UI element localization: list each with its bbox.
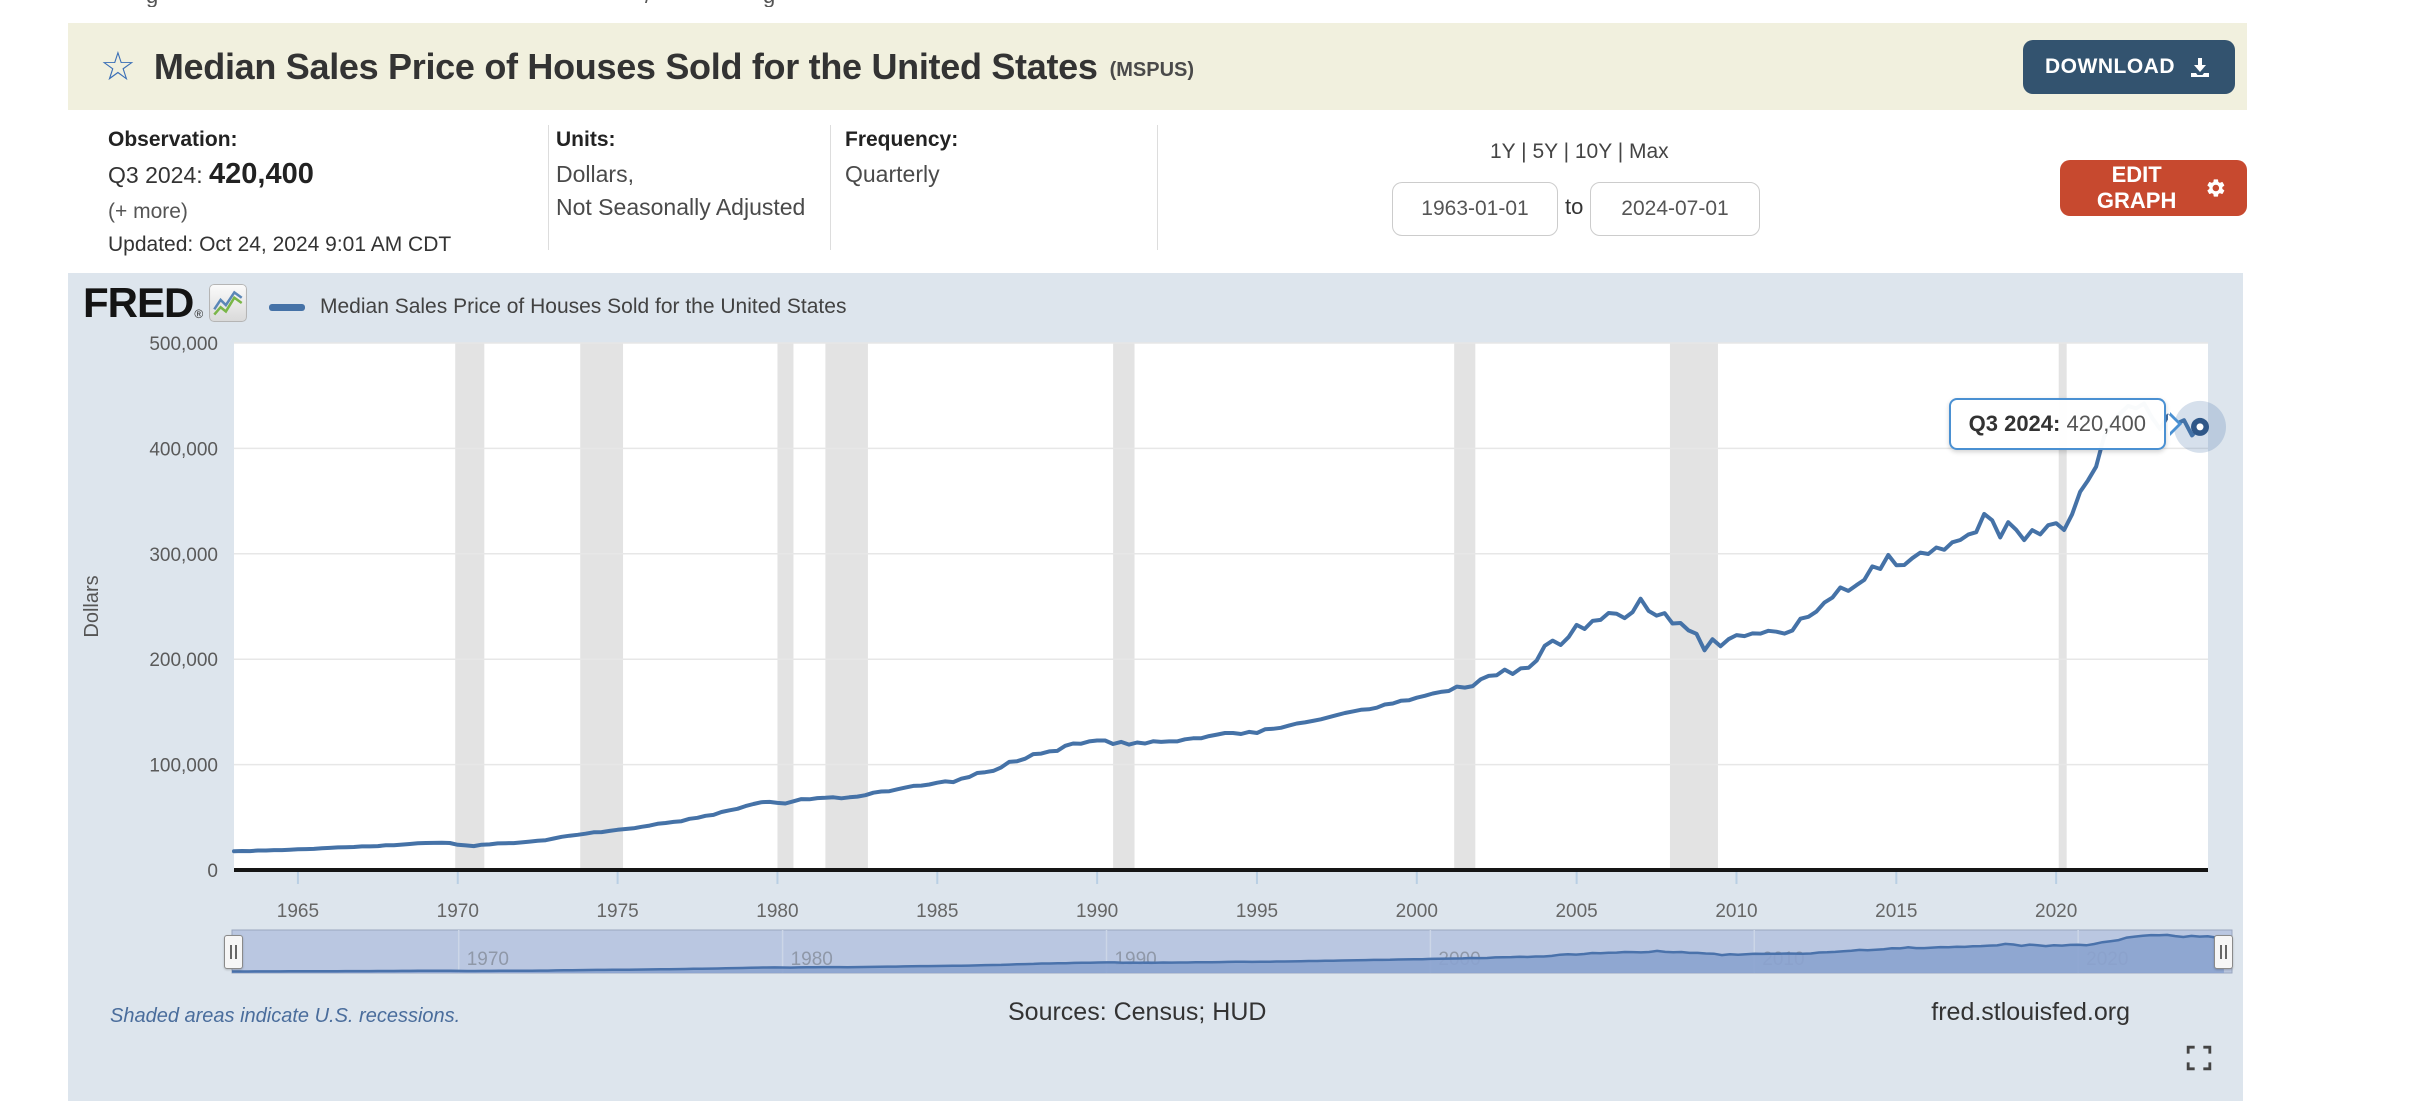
legend: Median Sales Price of Houses Sold for th… bbox=[269, 295, 846, 319]
legend-label: Median Sales Price of Houses Sold for th… bbox=[320, 295, 847, 318]
clipped-glyph: g bbox=[763, 0, 775, 7]
svg-text:1990: 1990 bbox=[1076, 901, 1118, 922]
edit-graph-button[interactable]: EDIT GRAPH bbox=[2060, 160, 2247, 216]
svg-text:1965: 1965 bbox=[277, 901, 319, 922]
svg-text:Dollars: Dollars bbox=[81, 575, 103, 637]
preset-1y[interactable]: 1Y bbox=[1490, 140, 1516, 163]
download-button-label: DOWNLOAD bbox=[2045, 54, 2175, 78]
series-id: (MSPUS) bbox=[1109, 59, 1195, 81]
svg-text:2010: 2010 bbox=[1715, 901, 1757, 922]
svg-text:1980: 1980 bbox=[791, 949, 833, 970]
page-title: Median Sales Price of Houses Sold for th… bbox=[153, 45, 1098, 87]
units-line2: Not Seasonally Adjusted bbox=[556, 194, 806, 220]
slider-track[interactable] bbox=[232, 930, 2232, 973]
range-presets: 1Y | 5Y | 10Y | Max bbox=[1490, 140, 1669, 164]
tooltip-value: 420,400 bbox=[2066, 410, 2147, 436]
slider-handle-right[interactable] bbox=[2214, 935, 2233, 969]
preset-separator: | bbox=[1557, 140, 1575, 163]
svg-text:1980: 1980 bbox=[756, 901, 798, 922]
recession-note: Shaded areas indicate U.S. recessions. bbox=[110, 1005, 461, 1027]
observation-label: Observation: bbox=[108, 128, 238, 151]
updated-timestamp: Updated: Oct 24, 2024 9:01 AM CDT bbox=[108, 233, 452, 256]
chart-container: FRED ® Median Sales Price of Houses Sold… bbox=[68, 273, 2243, 1101]
slider-handle-left[interactable] bbox=[224, 935, 243, 969]
observation-value: 420,400 bbox=[209, 158, 314, 190]
svg-text:200,000: 200,000 bbox=[149, 650, 218, 671]
observation-value-line: Q3 2024: 420,400 bbox=[108, 158, 451, 191]
frequency-value: Quarterly bbox=[845, 161, 940, 187]
svg-text:1970: 1970 bbox=[467, 949, 509, 970]
title-bar: ☆ Median Sales Price of Houses Sold for … bbox=[68, 23, 2247, 110]
download-icon bbox=[2191, 57, 2209, 77]
more-observations-link[interactable]: (+ more) bbox=[108, 200, 188, 223]
clipped-breadcrumb: g / g bbox=[0, 0, 2409, 7]
chart-plot[interactable]: 0 100,000 200,000 300,000 400,000 500,000 1965… bbox=[68, 273, 2243, 1101]
site-link[interactable]: fred.stlouisfed.org bbox=[1931, 998, 2130, 1026]
gear-icon bbox=[2207, 179, 2225, 197]
svg-text:300,000: 300,000 bbox=[149, 545, 218, 566]
favorite-star-icon[interactable]: ☆ bbox=[100, 44, 136, 89]
preset-10y[interactable]: 10Y bbox=[1574, 140, 1612, 163]
units-label: Units: bbox=[556, 128, 616, 151]
svg-text:400,000: 400,000 bbox=[149, 439, 218, 460]
series-meta-strip: Observation: Q3 2024: 420,400 (+ more) U… bbox=[68, 110, 2247, 273]
divider bbox=[830, 125, 831, 250]
svg-text:2000: 2000 bbox=[1396, 901, 1438, 922]
svg-text:2005: 2005 bbox=[1555, 901, 1597, 922]
start-date-input[interactable] bbox=[1392, 182, 1558, 236]
clipped-glyph: g bbox=[146, 0, 158, 7]
data-tooltip: Q3 2024: 420,400 bbox=[1948, 397, 2183, 450]
frequency-label: Frequency: bbox=[845, 128, 959, 151]
date-range-to-label: to bbox=[1565, 194, 1584, 219]
svg-text:1995: 1995 bbox=[1236, 901, 1278, 922]
divider bbox=[1157, 125, 1158, 250]
svg-text:2015: 2015 bbox=[1875, 901, 1917, 922]
registered-mark: ® bbox=[194, 307, 204, 321]
preset-5y[interactable]: 5Y bbox=[1532, 140, 1558, 163]
divider bbox=[548, 125, 549, 250]
fred-logo-text: FRED bbox=[83, 279, 194, 326]
preset-max[interactable]: Max bbox=[1629, 140, 1669, 163]
svg-text:1985: 1985 bbox=[916, 901, 958, 922]
fred-chart-icon bbox=[209, 284, 248, 322]
svg-text:100,000: 100,000 bbox=[149, 756, 218, 777]
frequency-block: Frequency: Quarterly bbox=[845, 128, 958, 191]
fullscreen-icon[interactable] bbox=[2186, 1045, 2212, 1071]
preset-separator: | bbox=[1515, 140, 1533, 163]
svg-text:2020: 2020 bbox=[2035, 901, 2077, 922]
end-date-input[interactable] bbox=[1590, 182, 1760, 236]
units-block: Units: Dollars, Not Seasonally Adjusted bbox=[556, 128, 816, 224]
svg-text:1975: 1975 bbox=[596, 901, 638, 922]
svg-text:0: 0 bbox=[207, 861, 218, 882]
svg-text:1970: 1970 bbox=[437, 901, 479, 922]
units-line1: Dollars, bbox=[556, 161, 634, 187]
download-button[interactable]: DOWNLOAD bbox=[2023, 39, 2235, 94]
edit-graph-label: EDIT GRAPH bbox=[2096, 162, 2177, 213]
observation-period: Q3 2024: bbox=[108, 162, 203, 188]
clipped-glyph: / bbox=[645, 0, 651, 7]
observation-block: Observation: Q3 2024: 420,400 (+ more) U… bbox=[108, 128, 451, 257]
tooltip-period: Q3 2024: bbox=[1968, 410, 2061, 436]
preset-separator: | bbox=[1611, 140, 1629, 163]
legend-line-swatch bbox=[269, 303, 305, 311]
svg-text:500,000: 500,000 bbox=[149, 334, 218, 355]
fred-logo[interactable]: FRED ® bbox=[83, 279, 248, 327]
sources-link[interactable]: Sources: Census; HUD bbox=[1008, 998, 1267, 1026]
